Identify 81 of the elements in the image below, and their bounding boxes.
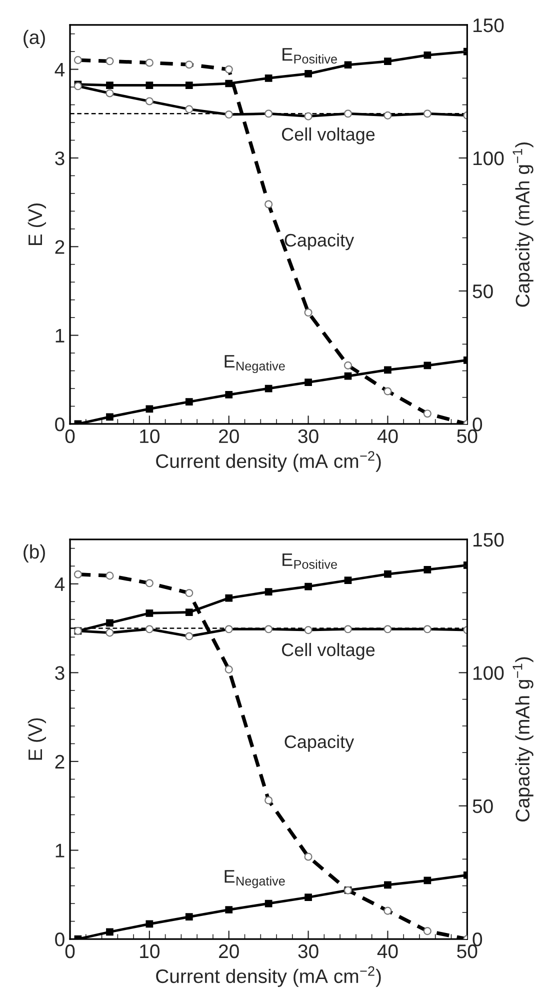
point	[185, 398, 193, 406]
point	[424, 362, 432, 370]
point	[106, 619, 114, 627]
point	[384, 881, 392, 889]
y-tick-label: 1	[56, 328, 64, 342]
y-axis-title: E (V)	[28, 204, 46, 246]
y-tick-label: 0	[55, 417, 64, 432]
series-label: Cell voltage	[282, 127, 375, 144]
point	[185, 82, 193, 89]
x-tick-label: 30	[298, 944, 318, 958]
point	[185, 608, 193, 616]
series-label: E$_{Positive}$	[282, 48, 337, 64]
x-tick-label: 10	[140, 944, 160, 958]
point	[384, 58, 392, 66]
y-tick-label: 2	[55, 754, 64, 769]
point	[304, 582, 312, 590]
y2-tick-label: 50	[472, 799, 493, 814]
point	[264, 384, 272, 392]
y-axis-title: E (V)	[28, 718, 46, 760]
y2-tick-label: 150	[473, 18, 504, 32]
point	[304, 70, 312, 78]
series-label: Cell voltage	[282, 642, 375, 660]
point	[146, 609, 154, 617]
point	[264, 74, 272, 82]
chart-title: (b)	[24, 544, 45, 562]
y-tick-label: 4	[54, 578, 65, 591]
series-label: E$_{Positive}$	[282, 554, 337, 569]
point	[304, 894, 312, 902]
y-tick-label: 0	[55, 932, 64, 946]
point	[225, 906, 233, 914]
x-tick-label: 50	[457, 944, 478, 958]
y-tick-label: 1	[56, 844, 64, 858]
point	[106, 413, 114, 421]
y2-tick-label: 50	[472, 284, 493, 298]
y-tick-label: 4	[54, 62, 65, 76]
point	[106, 82, 114, 89]
y2-axis-title: Capacity (mAh g$^{−1}$)	[512, 657, 534, 822]
point	[344, 372, 352, 380]
x-tick-label: 0	[65, 944, 75, 958]
point	[344, 576, 352, 584]
y2-tick-label: 100	[473, 666, 504, 680]
x-tick-label: 10	[140, 429, 160, 444]
series-label: Capacity	[284, 233, 354, 250]
x-tick-label: 40	[377, 944, 398, 958]
x-tick-label: 50	[457, 429, 478, 444]
x-axis-title: Current density (mA cm$^{−2}$)	[156, 966, 381, 987]
x-tick-label: 0	[65, 429, 75, 444]
series-label: Capacity	[284, 734, 354, 752]
x-tick-label: 40	[377, 429, 398, 444]
point	[146, 82, 154, 89]
point	[264, 588, 272, 596]
point	[225, 391, 233, 398]
point	[225, 80, 233, 88]
y2-tick-label: 150	[473, 532, 504, 547]
point	[384, 570, 392, 578]
x-tick-label: 20	[219, 944, 239, 958]
series-label: E$_{Negative}$	[224, 355, 285, 374]
y-tick-label: 3	[55, 151, 64, 166]
series-label: E$_{Negative}$	[224, 870, 285, 888]
point	[424, 566, 432, 574]
point	[264, 900, 272, 908]
x-tick-label: 20	[219, 429, 239, 444]
point	[146, 920, 154, 928]
point	[146, 405, 154, 413]
point	[106, 928, 114, 936]
point	[344, 61, 352, 69]
point	[185, 913, 193, 921]
x-axis-title: Current density (mA cm$^{−2}$)	[156, 451, 381, 472]
point	[424, 876, 432, 884]
point	[304, 378, 312, 386]
y2-tick-label: 0	[472, 417, 482, 432]
point	[424, 51, 432, 59]
x-tick-label: 30	[298, 429, 318, 444]
chart-title: (a)	[24, 30, 45, 48]
y2-tick-label: 0	[472, 932, 482, 946]
y2-tick-label: 100	[473, 151, 504, 166]
y2-axis-title: Capacity (mAh g$^{−1}$)	[512, 142, 534, 307]
point	[384, 366, 392, 374]
point	[225, 594, 233, 602]
y-tick-label: 3	[55, 666, 64, 680]
y-tick-label: 2	[55, 240, 64, 254]
